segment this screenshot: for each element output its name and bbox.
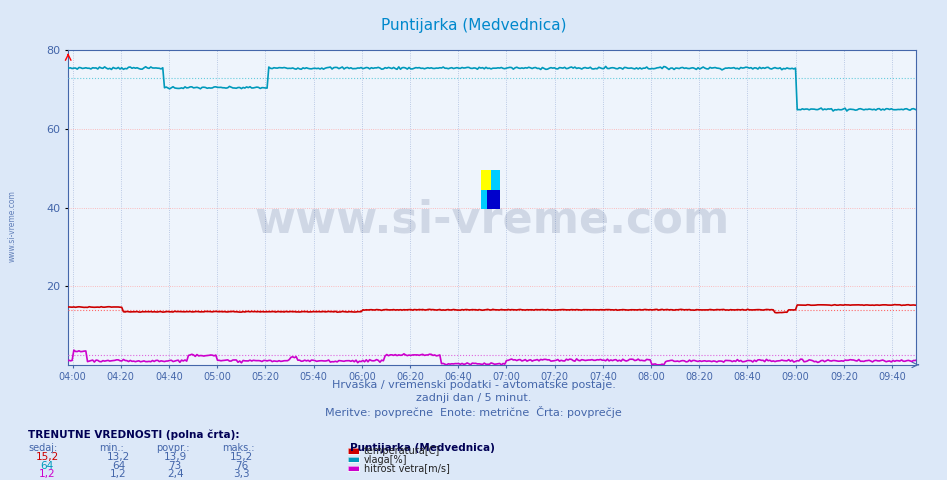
Text: www.si-vreme.com: www.si-vreme.com bbox=[255, 199, 729, 241]
Text: TRENUTNE VREDNOSTI (polna črta):: TRENUTNE VREDNOSTI (polna črta): bbox=[28, 430, 240, 440]
Text: 76: 76 bbox=[235, 461, 248, 471]
Text: vlaga[%]: vlaga[%] bbox=[364, 455, 407, 465]
Text: 2,4: 2,4 bbox=[167, 469, 184, 480]
Text: 1,2: 1,2 bbox=[110, 469, 127, 480]
Text: 73: 73 bbox=[169, 461, 182, 471]
Text: 13,9: 13,9 bbox=[164, 452, 187, 462]
Text: Puntijarka (Medvednica): Puntijarka (Medvednica) bbox=[381, 18, 566, 33]
Text: zadnji dan / 5 minut.: zadnji dan / 5 minut. bbox=[416, 393, 531, 403]
Text: 64: 64 bbox=[112, 461, 125, 471]
Text: sedaj:: sedaj: bbox=[28, 443, 58, 453]
Text: 15,2: 15,2 bbox=[36, 452, 59, 462]
Text: min.:: min.: bbox=[99, 443, 124, 453]
Text: 1,2: 1,2 bbox=[39, 469, 56, 480]
Text: Hrvaška / vremenski podatki - avtomatske postaje.: Hrvaška / vremenski podatki - avtomatske… bbox=[331, 379, 616, 390]
Text: 3,3: 3,3 bbox=[233, 469, 250, 480]
Text: Meritve: povprečne  Enote: metrične  Črta: povprečje: Meritve: povprečne Enote: metrične Črta:… bbox=[325, 406, 622, 418]
Text: temperatura[C]: temperatura[C] bbox=[364, 446, 440, 456]
Text: 13,2: 13,2 bbox=[107, 452, 130, 462]
Text: Puntijarka (Medvednica): Puntijarka (Medvednica) bbox=[350, 443, 495, 453]
Text: www.si-vreme.com: www.si-vreme.com bbox=[8, 190, 17, 262]
Text: hitrost vetra[m/s]: hitrost vetra[m/s] bbox=[364, 464, 450, 473]
Text: 15,2: 15,2 bbox=[230, 452, 253, 462]
Text: 64: 64 bbox=[41, 461, 54, 471]
Text: maks.:: maks.: bbox=[223, 443, 255, 453]
Text: povpr.:: povpr.: bbox=[156, 443, 189, 453]
